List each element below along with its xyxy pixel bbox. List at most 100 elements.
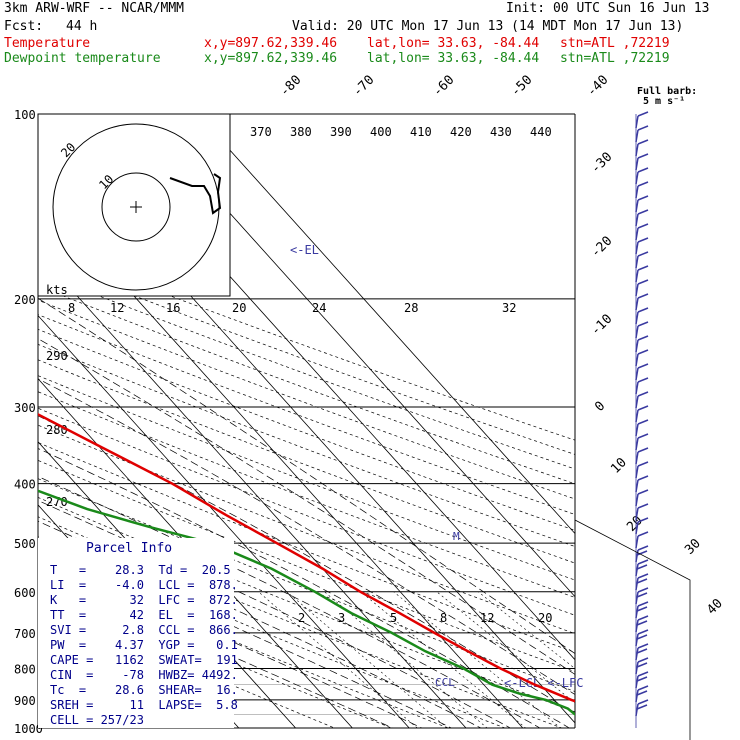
isotherm-label: -10: [588, 312, 615, 339]
pressure-tick-label: 700: [14, 627, 36, 641]
dry-adiabat-line: [38, 459, 575, 673]
parcel-info-row: T = 28.3 Td = 20.5: [50, 563, 231, 577]
mixing-ratio-label: 3: [338, 611, 345, 625]
wind-barb-flag: [637, 125, 649, 131]
wind-barb: [635, 185, 639, 199]
dry-adiabat-line: [38, 391, 575, 598]
wind-barb: [635, 311, 639, 325]
wind-barb: [635, 619, 639, 633]
wind-barb: [635, 423, 639, 437]
theta-label: 370: [250, 125, 272, 139]
wind-barb-flag: [637, 265, 649, 271]
mixing-ratio-label: 8: [440, 611, 447, 625]
wind-barb: [635, 633, 639, 647]
parcel-info-row: CELL = 257/23: [50, 713, 144, 727]
wind-barb: [635, 493, 639, 507]
init-time: Init: 00 UTC Sun 16 Jun 13: [506, 1, 710, 16]
ccl-annotation: CCL: [435, 676, 455, 689]
wind-barb: [635, 479, 639, 493]
temperature-profile: [38, 412, 575, 703]
pressure-tick-label: 100: [14, 108, 36, 122]
mixing-ratio-label: 20: [232, 301, 246, 315]
wind-barb: [635, 297, 639, 311]
theta-label: 410: [410, 125, 432, 139]
isotherm-line: [38, 378, 353, 728]
wind-barb-flag: [637, 699, 649, 705]
wind-barb-flag: [637, 503, 649, 509]
wind-barb: [635, 129, 639, 143]
wind-barb-flag: [636, 634, 648, 640]
wind-barb-flag: [636, 578, 648, 584]
hodograph-trace: [169, 173, 222, 215]
dry-adiabat-line: [38, 271, 575, 470]
dry-adiabat-line: [38, 478, 575, 692]
wind-barb: [635, 437, 639, 451]
mixing-ratio-line: [286, 591, 448, 728]
moist-adiabat-line: [38, 476, 541, 728]
wind-barb-flag: [637, 517, 649, 523]
isotherm-line: [38, 314, 410, 728]
wind-barb: [635, 339, 639, 353]
wind-barb: [635, 591, 639, 605]
wind-barb: [635, 549, 639, 563]
pressure-tick-label: 900: [14, 694, 36, 708]
wind-barb-flag: [636, 620, 648, 626]
isotherm-label: -70: [350, 73, 377, 100]
wind-barb: [635, 521, 639, 535]
wind-barb-flag: [637, 601, 649, 607]
mixing-ratio-label: 20: [538, 611, 552, 625]
pressure-tick-label: 1000: [14, 722, 43, 736]
wind-barb: [635, 353, 639, 367]
mixing-ratio-line: [436, 591, 575, 704]
parcel-info-row: CIN = -78 HWBZ= 4492.: [50, 668, 238, 682]
parcel-info-row: K = 32 LFC = 872.: [50, 593, 238, 607]
mixing-ratio-label: 24: [312, 301, 326, 315]
wind-barb-flag: [637, 349, 649, 355]
barb-legend-value: 5 m s⁻¹: [643, 96, 686, 107]
wind-barb: [635, 283, 639, 297]
pressure-tick-label: 400: [14, 478, 36, 492]
moist-adiabat-line: [38, 378, 575, 695]
wind-barb-flag: [637, 335, 649, 341]
temperature-legend: Temperature: [4, 36, 91, 51]
wind-barb-flag: [637, 461, 649, 467]
wind-barb: [635, 689, 639, 703]
moist-adiabat-line: [38, 500, 512, 728]
wind-barb: [635, 381, 639, 395]
wind-barb: [635, 143, 639, 157]
temperature-station: stn=ATL ,72219: [560, 36, 670, 51]
wind-barb: [635, 241, 639, 255]
mixing-ratio-label: 32: [502, 301, 516, 315]
wind-barb: [635, 563, 639, 577]
isotherm-label: 20: [624, 513, 646, 535]
moist-adiabat-line: [38, 297, 575, 654]
wind-barb-flag: [637, 153, 649, 159]
parcel-info-title: Parcel Info: [86, 541, 172, 556]
theta-label: 420: [450, 125, 472, 139]
wind-barb: [635, 255, 639, 269]
sounding-curves: [38, 412, 575, 717]
pressure-tick-label: 300: [14, 401, 36, 415]
parcel-info-row: TT = 42 EL = 168.: [50, 608, 238, 622]
wind-barb-flag: [637, 181, 649, 187]
mixing-ratio-label: 2: [298, 611, 305, 625]
parcel-info-row: PW = 4.37 YGP = 0.1: [50, 638, 238, 652]
parcel-info-box: Parcel Info T = 28.3 Td = 20.5LI = -4.0 L…: [38, 538, 238, 728]
wind-barb: [635, 451, 639, 465]
parcel-info-row: LI = -4.0 LCL = 878.: [50, 578, 238, 592]
wind-barb: [635, 409, 639, 423]
hodograph-frame: [37, 113, 231, 297]
wind-barb-flag: [637, 615, 649, 621]
isotherm-label: -30: [588, 150, 615, 177]
isotherm-label: 30: [682, 536, 704, 558]
dry-adiabat-label: 290: [46, 349, 68, 363]
wind-barb-flag: [637, 251, 649, 257]
mixing-ratio-label: 8: [68, 301, 75, 315]
dewpoint-station: stn=ATL ,72219: [560, 51, 670, 66]
wind-barb: [635, 157, 639, 171]
moist-adiabat-line: [38, 448, 571, 728]
wind-barb-flag: [637, 629, 649, 635]
isotherm-label: -20: [588, 234, 615, 261]
moist-adiabat-line: [38, 338, 575, 675]
isotherm-label: -80: [277, 73, 304, 100]
